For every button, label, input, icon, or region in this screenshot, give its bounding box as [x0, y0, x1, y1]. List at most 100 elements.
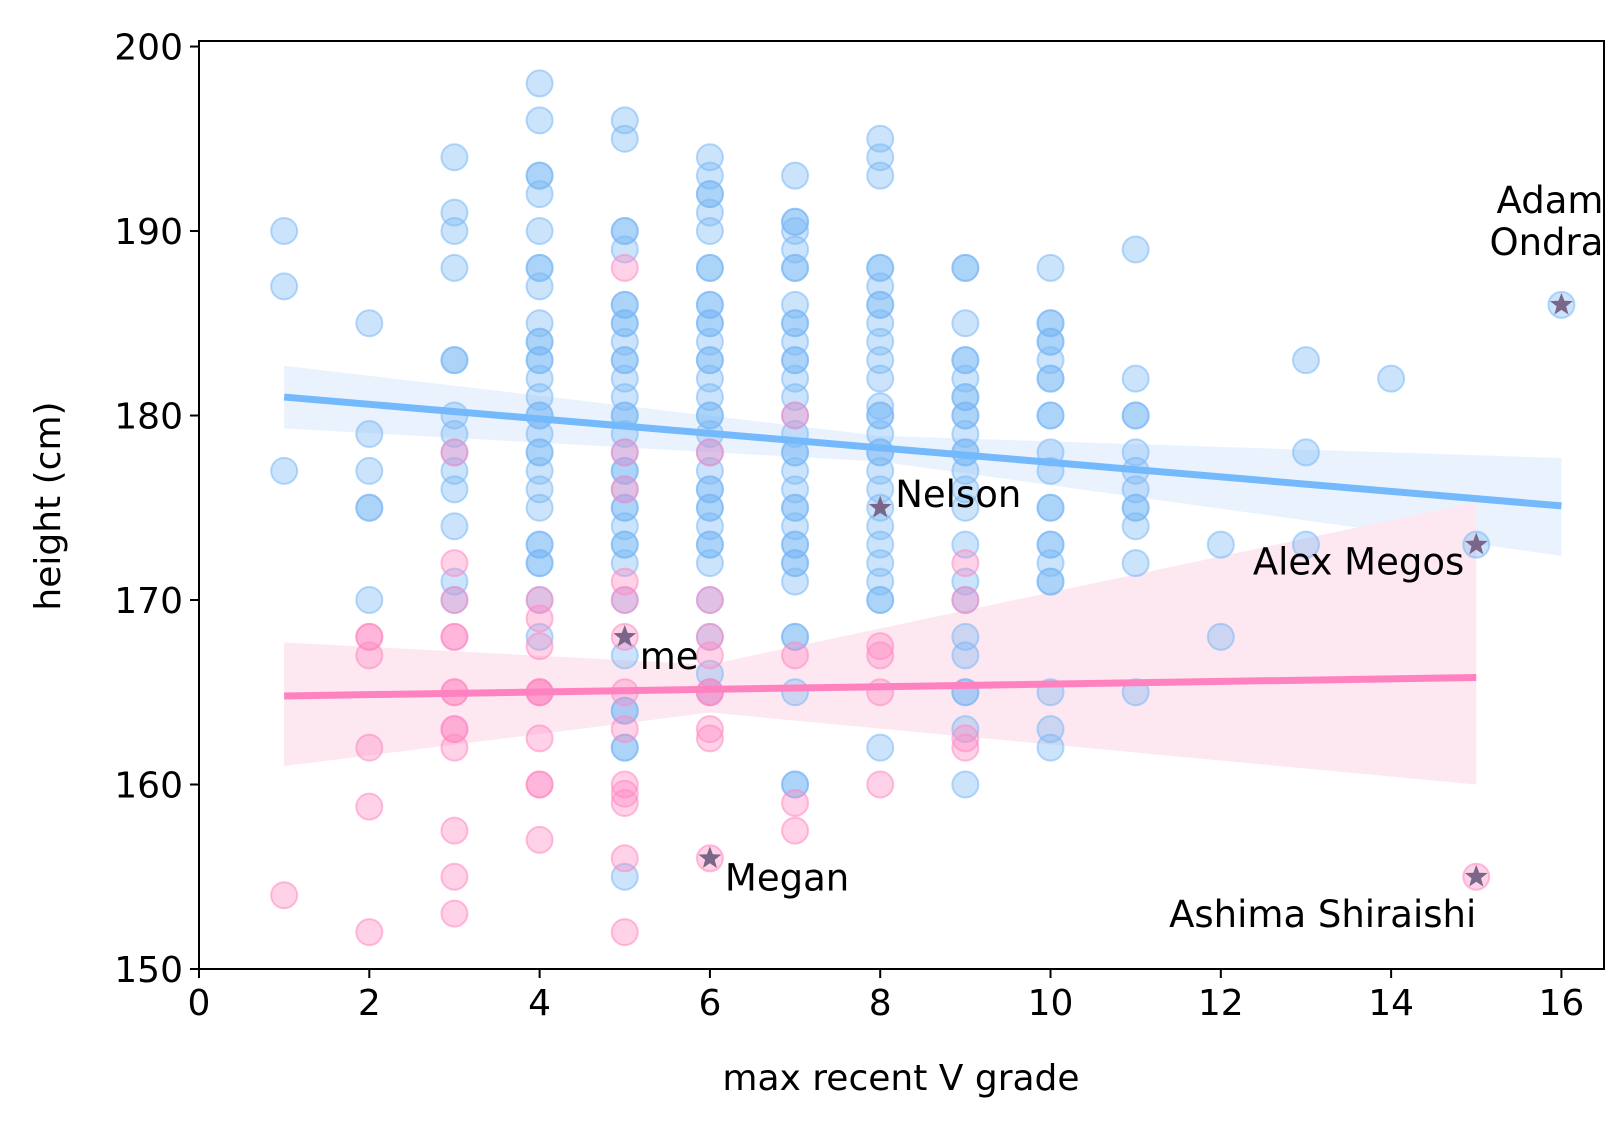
x-tick-label: 6 [698, 983, 721, 1024]
pink-data-point [781, 641, 810, 670]
blue-data-point [355, 493, 384, 522]
annotation-adam: Adam Ondra [1489, 179, 1603, 264]
star-marker-me [613, 624, 637, 647]
pink-data-point [951, 733, 980, 762]
pink-data-point [525, 825, 554, 854]
blue-data-point [1121, 549, 1150, 578]
blue-data-point [355, 309, 384, 338]
blue-data-point [440, 512, 469, 541]
pink-data-point [355, 792, 384, 821]
pink-data-point [866, 632, 895, 661]
x-axis-ticks: 0 2 4 6 8 10 12 14 16 [188, 969, 1585, 1024]
blue-data-point [951, 493, 980, 522]
blue-data-point [866, 161, 895, 190]
blue-data-point [951, 641, 980, 670]
blue-data-point [1291, 530, 1320, 559]
y-tick-label: 200 [114, 28, 183, 69]
pink-data-point [695, 586, 724, 615]
pink-data-point [781, 788, 810, 817]
x-tick-label: 16 [1539, 983, 1585, 1024]
pink-confidence-band [284, 502, 1477, 785]
pink-data-point [525, 724, 554, 753]
pink-data-point [610, 715, 639, 744]
blue-data-point [525, 272, 554, 301]
blue-data-point [440, 346, 469, 375]
blue-data-point [1121, 235, 1150, 264]
blue-data-point [525, 493, 554, 522]
blue-data-point [270, 272, 299, 301]
pink-regression-line [284, 674, 1477, 700]
pink-data-point [440, 862, 469, 891]
blue-confidence-band [284, 365, 1562, 556]
pink-data-point [695, 724, 724, 753]
y-axis-label: height (cm) [28, 401, 69, 610]
pink-data-point [440, 586, 469, 615]
pink-data-point [866, 641, 895, 670]
blue-data-point [1036, 364, 1065, 393]
blue-data-point [866, 364, 895, 393]
blue-data-point [355, 586, 384, 615]
x-tick-label: 0 [188, 983, 211, 1024]
pink-data-point [695, 715, 724, 744]
pink-data-point [610, 438, 639, 467]
x-tick-label: 8 [869, 983, 892, 1024]
pink-data-point [866, 770, 895, 799]
pink-data-point [355, 733, 384, 762]
plot-frame [198, 40, 1605, 970]
blue-data-point [525, 69, 554, 98]
pink-data-point [355, 918, 384, 947]
blue-regression-line [283, 393, 1562, 510]
blue-data-point [525, 106, 554, 135]
blue-data-point [355, 419, 384, 448]
pink-data-point [440, 438, 469, 467]
blue-data-point [1377, 364, 1406, 393]
annotation-me: me [640, 635, 699, 678]
blue-data-point [525, 549, 554, 578]
pink-data-point [610, 779, 639, 808]
blue-data-point [1036, 567, 1065, 596]
blue-data-point [440, 217, 469, 246]
y-tick-label: 170 [114, 581, 183, 622]
pink-data-point [440, 733, 469, 762]
blue-data-point [781, 678, 810, 707]
data-points [270, 69, 1576, 947]
pink-data-point [440, 816, 469, 845]
y-tick-label: 180 [114, 397, 183, 438]
blue-data-point [781, 253, 810, 282]
annotations: Adam Ondra Alex Megos Ashima Shiraishi Nelso… [640, 179, 1604, 936]
y-tick-label: 190 [114, 212, 183, 253]
blue-data-point [1036, 733, 1065, 762]
pink-data-point [610, 918, 639, 947]
x-tick-label: 12 [1198, 983, 1244, 1024]
blue-data-point [1036, 493, 1065, 522]
blue-data-point [440, 143, 469, 172]
blue-data-point [1291, 346, 1320, 375]
blue-data-point [951, 253, 980, 282]
blue-data-point [440, 475, 469, 504]
blue-data-point [440, 253, 469, 282]
blue-data-point [1291, 438, 1320, 467]
star-marker-adam [1550, 292, 1573, 315]
pink-data-point [440, 899, 469, 928]
blue-data-point [695, 253, 724, 282]
x-tick-label: 4 [528, 983, 551, 1024]
x-tick-label: 10 [1028, 983, 1074, 1024]
blue-data-point [525, 217, 554, 246]
pink-data-point [951, 586, 980, 615]
annotation-nelson: Nelson [895, 473, 1021, 516]
y-axis-ticks: 150 160 170 180 190 200 [114, 28, 199, 991]
blue-data-point [866, 586, 895, 615]
y-tick-label: 150 [114, 950, 183, 991]
blue-data-point [1121, 364, 1150, 393]
blue-data-point [610, 124, 639, 153]
pink-data-point [781, 816, 810, 845]
star-marker-ashima [1464, 864, 1488, 887]
pink-data-point [951, 549, 980, 578]
star-marker-nelson [868, 495, 892, 518]
pink-data-point [440, 622, 469, 651]
pink-data-point [610, 788, 639, 817]
blue-data-point [781, 567, 810, 596]
pink-data-point [610, 253, 639, 282]
pink-data-point [355, 641, 384, 670]
